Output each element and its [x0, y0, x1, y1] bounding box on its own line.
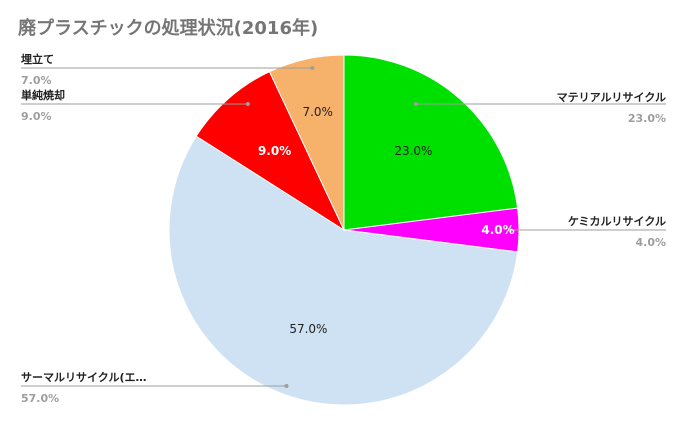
slice-value-label: 4.0%	[481, 223, 514, 237]
callout-dot	[508, 228, 513, 232]
callout-percent-label: 23.0%	[628, 112, 666, 125]
slice-value-label: 7.0%	[302, 105, 333, 119]
pie-slices	[168, 54, 520, 406]
callout-category-label: マテリアルリサイクル	[557, 91, 666, 104]
callout-dot	[284, 384, 289, 388]
slice-value-label: 9.0%	[258, 144, 291, 158]
callout-percent-label: 7.0%	[21, 74, 52, 87]
callout-dot	[310, 66, 315, 70]
callout-category-label: 埋立て	[21, 52, 54, 66]
pie-labels: 23.0% マテリアルリサイクル 23.0% 4.0% ケミカルリサイクル 4.0% 57.…	[21, 52, 666, 405]
chart-title: 廃プラスチックの処理状況(2016年)	[18, 18, 319, 39]
callout-category-label: 単純焼却	[21, 88, 65, 102]
callout-percent-label: 57.0%	[21, 392, 59, 405]
pie-slice	[268, 54, 345, 231]
callout-percent-label: 4.0%	[635, 236, 666, 249]
pie-callout-lines	[21, 66, 666, 388]
pie-slice	[195, 70, 346, 232]
callout-dot	[413, 102, 418, 106]
slice-value-label: 23.0%	[394, 144, 432, 158]
pie-slice	[343, 54, 519, 231]
callout-category-label: サーマルリサイクル(エ…	[21, 371, 146, 384]
callout-category-label: ケミカルリサイクル	[568, 215, 666, 228]
callout-percent-label: 9.0%	[21, 110, 52, 123]
slice-value-label: 57.0%	[289, 322, 327, 336]
pie-slice	[168, 135, 519, 406]
callout-dot	[245, 102, 250, 106]
